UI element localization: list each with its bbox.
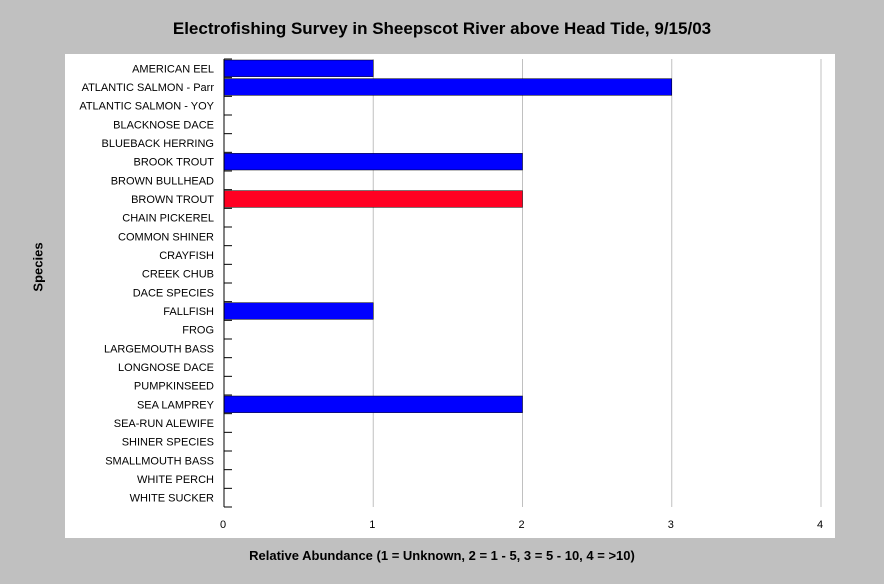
y-tick-label: FALLFISH bbox=[163, 306, 214, 318]
x-tick-label: 3 bbox=[668, 519, 674, 531]
y-tick-label: SHINER SPECIES bbox=[122, 437, 214, 449]
x-tick-label: 2 bbox=[518, 519, 524, 531]
y-tick-label: LONGNOSE DACE bbox=[118, 362, 214, 374]
y-tick-label: SEA-RUN ALEWIFE bbox=[114, 418, 214, 430]
y-tick-label: BLACKNOSE DACE bbox=[113, 119, 214, 131]
y-tick-label: SEA LAMPREY bbox=[137, 399, 215, 411]
y-tick-label: ATLANTIC SALMON - YOY bbox=[79, 101, 214, 113]
y-tick-label: FROG bbox=[182, 325, 214, 337]
y-tick-label: BLUEBACK HERRING bbox=[102, 138, 214, 150]
x-tick-label: 0 bbox=[220, 519, 226, 531]
y-tick-label: ATLANTIC SALMON - Parr bbox=[82, 82, 215, 94]
y-tick-label: PUMPKINSEED bbox=[134, 381, 214, 393]
y-tick-label: BROWN BULLHEAD bbox=[111, 175, 214, 187]
x-tick-label: 1 bbox=[369, 519, 375, 531]
y-tick-label: AMERICAN EEL bbox=[132, 63, 214, 75]
y-tick-label: CRAYFISH bbox=[159, 250, 214, 262]
y-tick-label: BROOK TROUT bbox=[134, 157, 215, 169]
y-tick-label: WHITE PERCH bbox=[137, 474, 214, 486]
x-tick-label: 4 bbox=[817, 519, 823, 531]
y-tick-label: WHITE SUCKER bbox=[130, 493, 214, 505]
bar bbox=[223, 302, 374, 320]
y-tick-label: DACE SPECIES bbox=[133, 287, 214, 299]
plot-panel bbox=[65, 54, 835, 538]
x-axis-label: Relative Abundance (1 = Unknown, 2 = 1 -… bbox=[249, 548, 635, 563]
y-tick-label: LARGEMOUTH BASS bbox=[104, 343, 214, 355]
y-tick-label: CREEK CHUB bbox=[142, 269, 214, 281]
y-tick-label: COMMON SHINER bbox=[118, 231, 214, 243]
y-tick-label: CHAIN PICKEREL bbox=[122, 213, 214, 225]
bar bbox=[223, 78, 672, 96]
bar bbox=[223, 59, 374, 77]
y-tick-label: BROWN TROUT bbox=[131, 194, 214, 206]
bar bbox=[223, 395, 523, 413]
bar bbox=[223, 190, 523, 208]
y-tick-label: SMALLMOUTH BASS bbox=[105, 455, 214, 467]
bar bbox=[223, 153, 523, 171]
chart-title: Electrofishing Survey in Sheepscot River… bbox=[172, 19, 712, 38]
